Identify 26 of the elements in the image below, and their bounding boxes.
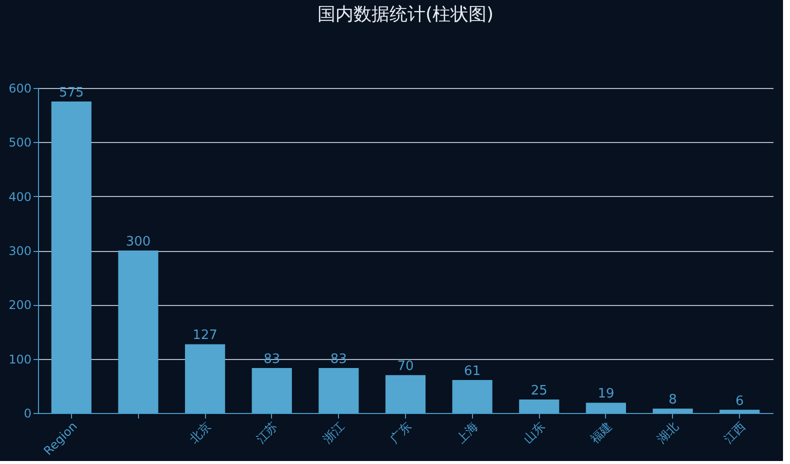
x-tick-label: 福建	[588, 419, 614, 446]
data-label: 300	[126, 234, 151, 250]
x-tick-label: 北京	[186, 419, 214, 446]
x-tick-label: 江苏	[253, 419, 280, 446]
x-tick-label: 浙江	[320, 419, 348, 446]
data-label: 70	[397, 359, 414, 374]
x-tick-label: 江西	[721, 419, 748, 446]
y-tick-label: 600	[8, 82, 32, 96]
y-tick-label: 300	[8, 244, 32, 258]
x-tick-label: 山东	[520, 419, 548, 446]
y-tick-label: 200	[8, 298, 32, 312]
data-label: 61	[464, 364, 481, 379]
x-tick-label: 上海	[454, 419, 481, 446]
x-tick-label: 广东	[387, 419, 414, 446]
data-label: 19	[598, 386, 614, 402]
x-tick-label: 湖北	[654, 419, 682, 446]
data-label: 127	[192, 328, 218, 344]
data-label: 575	[58, 86, 84, 101]
y-tick-label: 400	[8, 190, 32, 204]
data-label: 25	[530, 383, 548, 398]
chart-title: 国内数据统计(柱状图)	[317, 4, 494, 25]
y-tick-label: 100	[8, 352, 32, 366]
y-tick-label: 0	[24, 406, 32, 420]
data-label: 8	[668, 392, 677, 408]
y-tick-label: 500	[8, 136, 32, 150]
data-label: 6	[735, 394, 744, 409]
